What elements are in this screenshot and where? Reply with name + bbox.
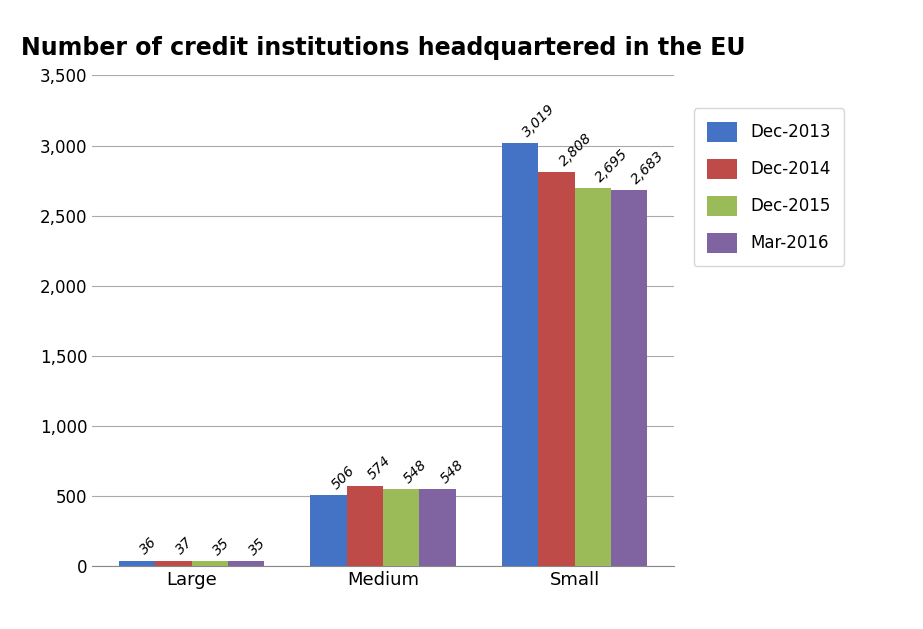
- Text: 2,808: 2,808: [557, 131, 594, 169]
- Bar: [538, 172, 575, 566]
- Text: 37: 37: [174, 535, 196, 557]
- Text: 35: 35: [210, 535, 233, 558]
- Text: 574: 574: [365, 454, 393, 482]
- Bar: [191, 561, 228, 566]
- Bar: [611, 190, 647, 566]
- Text: 548: 548: [402, 457, 430, 486]
- Bar: [419, 489, 456, 566]
- Bar: [383, 489, 419, 566]
- Text: 35: 35: [246, 535, 269, 558]
- Bar: [502, 143, 538, 566]
- Bar: [119, 561, 155, 566]
- Bar: [155, 561, 191, 566]
- Bar: [347, 486, 383, 566]
- Text: 36: 36: [137, 535, 160, 557]
- Bar: [575, 188, 611, 566]
- Legend: Dec-2013, Dec-2014, Dec-2015, Mar-2016: Dec-2013, Dec-2014, Dec-2015, Mar-2016: [694, 108, 845, 266]
- Bar: [310, 495, 347, 566]
- Text: 2,695: 2,695: [593, 147, 630, 185]
- Text: 2,683: 2,683: [629, 148, 667, 187]
- Bar: [228, 561, 264, 566]
- Title: Number of credit institutions headquartered in the EU: Number of credit institutions headquarte…: [21, 36, 745, 60]
- Text: 506: 506: [329, 463, 357, 492]
- Text: 548: 548: [438, 457, 466, 486]
- Text: 3,019: 3,019: [520, 101, 558, 140]
